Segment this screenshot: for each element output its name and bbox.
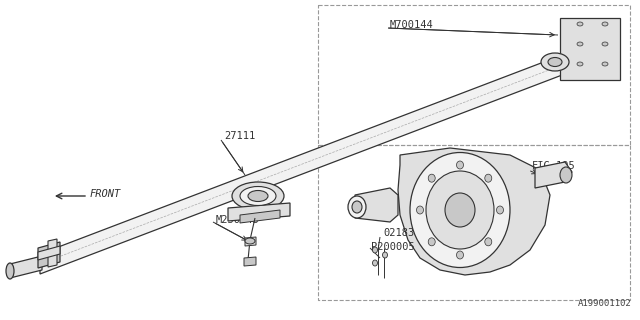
Ellipse shape [372, 260, 378, 266]
Polygon shape [40, 52, 570, 274]
Polygon shape [10, 256, 42, 278]
Ellipse shape [456, 251, 463, 259]
Ellipse shape [577, 42, 583, 46]
Ellipse shape [541, 53, 569, 71]
Ellipse shape [372, 247, 378, 253]
Text: FRONT: FRONT [90, 189, 121, 199]
Ellipse shape [445, 193, 475, 227]
Ellipse shape [602, 62, 608, 66]
Polygon shape [240, 210, 280, 223]
Ellipse shape [428, 238, 435, 246]
Polygon shape [355, 188, 398, 222]
Polygon shape [398, 148, 550, 275]
Ellipse shape [484, 174, 492, 182]
Ellipse shape [6, 263, 14, 279]
Text: 27111: 27111 [224, 131, 255, 141]
Polygon shape [38, 246, 60, 260]
Ellipse shape [428, 174, 435, 182]
Ellipse shape [560, 167, 572, 183]
Ellipse shape [348, 196, 366, 218]
Text: M250043: M250043 [216, 215, 260, 225]
Ellipse shape [426, 171, 494, 249]
Ellipse shape [456, 161, 463, 169]
Text: A199001102: A199001102 [579, 299, 632, 308]
Ellipse shape [248, 190, 268, 202]
Ellipse shape [417, 206, 424, 214]
Polygon shape [535, 162, 572, 188]
Ellipse shape [410, 153, 510, 268]
Ellipse shape [602, 42, 608, 46]
Ellipse shape [240, 187, 276, 205]
Ellipse shape [484, 238, 492, 246]
Polygon shape [228, 203, 290, 221]
Text: M700144: M700144 [390, 20, 434, 30]
Text: FIG.195: FIG.195 [532, 161, 576, 171]
Ellipse shape [602, 22, 608, 26]
Ellipse shape [577, 22, 583, 26]
Polygon shape [38, 242, 60, 268]
Ellipse shape [352, 201, 362, 213]
Polygon shape [245, 237, 256, 246]
Polygon shape [560, 18, 620, 80]
Ellipse shape [232, 182, 284, 210]
Ellipse shape [383, 252, 387, 258]
Ellipse shape [548, 58, 562, 67]
Ellipse shape [497, 206, 504, 214]
Ellipse shape [245, 238, 255, 244]
Text: 02183: 02183 [383, 228, 414, 238]
Ellipse shape [577, 62, 583, 66]
Polygon shape [244, 257, 256, 266]
Text: P200005: P200005 [371, 242, 415, 252]
Polygon shape [48, 239, 57, 267]
